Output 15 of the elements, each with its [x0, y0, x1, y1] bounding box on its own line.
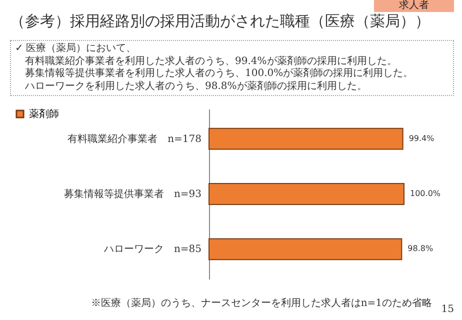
text: 募集情報等提供事業者を利用した求人者のうち、100.0%が薬剤師の採用に利用した。 [24, 68, 414, 80]
legend-label: 薬剤師 [29, 108, 59, 120]
chart-title: （参考）採用経路別の採用活動がされた職種（医療（薬局）） [10, 12, 430, 31]
text: 求人者 [374, 0, 454, 12]
text: ※医療（薬局）のうち、ナースセンターを利用した求人者はn=1のため省略 [90, 296, 432, 310]
text: 15 [441, 304, 454, 315]
text: ハローワークを利用した求人者のうち、98.8%が薬剤師の採用に利用した。 [24, 80, 368, 93]
data-label: 98.8% [408, 244, 434, 254]
y-tick-label: 有料職業紹介事業者 n=178 [68, 132, 202, 145]
data-label: 100.0% [410, 189, 441, 198]
text: 有料職業紹介事業者を利用した求人者のうち、99.4%が薬剤師の採用に利用した。 [24, 56, 398, 68]
text: ✓ 医療（薬局）において、 [15, 43, 138, 56]
y-tick-label: ハローワーク n=85 [102, 244, 202, 256]
y-tick-label: 募集情報等提供事業者 n=93 [64, 188, 202, 200]
data-label: 99.4% [408, 134, 435, 143]
